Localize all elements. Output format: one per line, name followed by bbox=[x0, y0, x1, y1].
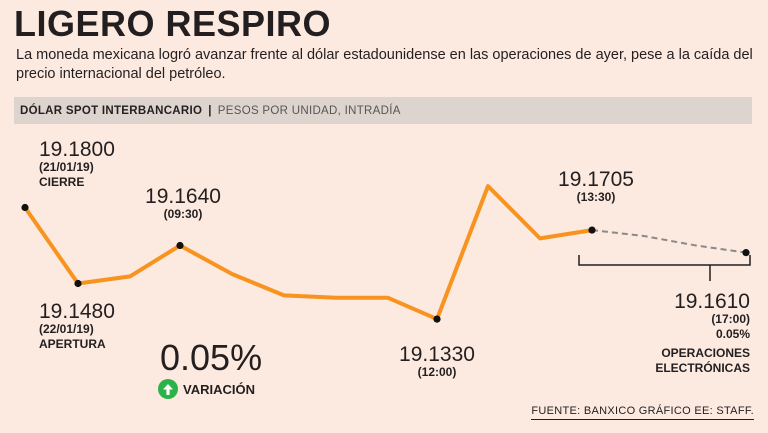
variation-row: VARIACIÓN bbox=[158, 379, 255, 399]
annotation-time-3: (12:00) bbox=[418, 365, 457, 379]
data-point-5 bbox=[742, 249, 750, 257]
section-separator: | bbox=[208, 104, 212, 117]
data-point-1 bbox=[74, 279, 82, 288]
section-title: DÓLAR SPOT INTERBANCARIO bbox=[20, 104, 203, 117]
annotation-time-1: (22/01/19) bbox=[39, 322, 94, 336]
series-line-electronic bbox=[591, 229, 747, 254]
annotation-label-1-0: APERTURA bbox=[39, 337, 106, 351]
series-line-intraday bbox=[23, 184, 593, 322]
variation-label: VARIACIÓN bbox=[183, 381, 255, 397]
chart-title: LIGERO RESPIRO bbox=[14, 3, 332, 44]
annotation-value-0: 19.1800 bbox=[39, 138, 115, 161]
annotation-time-0: (21/01/19) bbox=[39, 160, 94, 174]
annotation-label-5-1: ELECTRÓNICAS bbox=[655, 360, 750, 375]
variation-value: 0.05% bbox=[160, 337, 263, 378]
data-point-2 bbox=[176, 241, 184, 250]
data-point-0 bbox=[21, 203, 29, 212]
annotation-time-2: (09:30) bbox=[164, 207, 203, 221]
section-header-bar: DÓLAR SPOT INTERBANCARIO | PESOS POR UNI… bbox=[14, 97, 752, 124]
annotation-value-3: 19.1330 bbox=[399, 343, 475, 366]
chart-subtitle: La moneda mexicana logró avanzar frente … bbox=[16, 47, 753, 82]
section-subtitle: PESOS POR UNIDAD, INTRADÍA bbox=[217, 104, 401, 117]
annotation-value-4: 19.1705 bbox=[558, 168, 634, 191]
annotation-label-0-0: CIERRE bbox=[39, 175, 84, 189]
bracket-line bbox=[578, 255, 751, 281]
annotation-value-5: 19.1610 bbox=[674, 290, 750, 313]
electronic-ops-bracket bbox=[578, 255, 751, 281]
arrow-up-icon bbox=[158, 379, 178, 399]
annotation-value-2: 19.1640 bbox=[145, 185, 221, 208]
source-credit: FUENTE: BANXICO GRÁFICO EE: STAFF. bbox=[531, 405, 754, 420]
annotation-value-1: 19.1480 bbox=[39, 300, 115, 323]
chart-lines bbox=[23, 184, 747, 322]
data-point-4 bbox=[588, 226, 596, 234]
data-point-3 bbox=[433, 315, 441, 323]
annotation-label-5-0: OPERACIONES bbox=[661, 346, 750, 360]
chart-points bbox=[21, 203, 750, 323]
annotation-time-4: (13:30) bbox=[577, 190, 616, 204]
chart-labels: 19.1800(21/01/19)CIERRE 19.1480(22/01/19)… bbox=[39, 138, 750, 379]
annotation-extra-5: 0.05% bbox=[716, 327, 750, 341]
annotation-time-5: (17:00) bbox=[711, 312, 750, 326]
